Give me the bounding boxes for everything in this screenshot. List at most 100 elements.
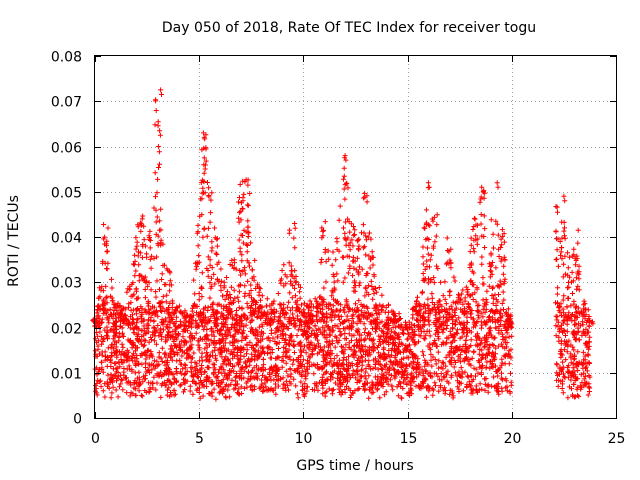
- data-point: [581, 370, 587, 376]
- data-point: [101, 303, 107, 309]
- data-point: [196, 390, 202, 395]
- data-point: [236, 359, 242, 365]
- data-point: [247, 191, 253, 196]
- data-point: [156, 354, 162, 360]
- data-point: [147, 245, 153, 251]
- data-point: [194, 264, 200, 270]
- data-point: [307, 342, 313, 347]
- data-point: [116, 359, 122, 365]
- data-point: [484, 359, 490, 365]
- data-point: [330, 387, 336, 393]
- data-point: [315, 337, 320, 343]
- data-point: [171, 321, 177, 327]
- data-point: [334, 271, 340, 277]
- data-point: [153, 387, 159, 393]
- data-point: [375, 306, 381, 312]
- data-point: [482, 226, 488, 232]
- data-point: [245, 315, 250, 321]
- data-point: [582, 353, 588, 359]
- data-point: [121, 321, 127, 326]
- data-point: [351, 224, 356, 229]
- data-point: [475, 309, 481, 315]
- data-point: [308, 308, 314, 314]
- data-point: [148, 380, 154, 386]
- data-point: [235, 330, 241, 335]
- data-point: [382, 355, 387, 361]
- data-point: [153, 289, 159, 295]
- data-point: [400, 327, 406, 333]
- data-point: [320, 228, 326, 234]
- data-point: [311, 371, 317, 377]
- data-point: [397, 380, 403, 386]
- data-point: [352, 288, 358, 294]
- data-point: [297, 295, 303, 301]
- data-point: [108, 359, 114, 365]
- data-point: [280, 311, 286, 317]
- data-point: [115, 370, 121, 375]
- data-point: [147, 238, 153, 243]
- data-point: [351, 232, 357, 238]
- data-point: [206, 185, 212, 191]
- data-point: [496, 246, 502, 252]
- data-point: [351, 265, 357, 271]
- data-point: [127, 325, 133, 331]
- data-point: [276, 321, 282, 327]
- data-point: [142, 351, 148, 357]
- data-point: [268, 355, 274, 361]
- data-point: [166, 385, 172, 391]
- data-point: [470, 297, 476, 302]
- data-point: [456, 369, 462, 375]
- data-point: [581, 383, 587, 389]
- data-point: [238, 323, 244, 329]
- data-point: [205, 273, 211, 279]
- data-point: [474, 308, 480, 314]
- data-point: [101, 222, 107, 227]
- data-point: [273, 391, 279, 397]
- data-point: [584, 341, 590, 347]
- data-point: [157, 132, 163, 138]
- data-point: [415, 294, 420, 300]
- data-point: [399, 395, 405, 401]
- data-point: [196, 323, 202, 329]
- data-point: [283, 360, 289, 366]
- data-point: [200, 310, 206, 316]
- data-point: [570, 374, 576, 379]
- data-point: [299, 361, 305, 367]
- data-point: [444, 235, 450, 241]
- data-point: [337, 378, 342, 384]
- data-point: [130, 312, 135, 318]
- data-point: [154, 190, 160, 196]
- data-point: [298, 309, 304, 315]
- data-point: [508, 312, 514, 318]
- data-point: [110, 366, 116, 372]
- data-point: [375, 366, 381, 372]
- data-point: [256, 285, 262, 291]
- data-point: [141, 237, 147, 243]
- data-point: [236, 289, 242, 295]
- data-point: [290, 311, 296, 317]
- data-point: [141, 323, 147, 329]
- data-point: [99, 359, 105, 365]
- data-point: [207, 295, 213, 301]
- data-point: [326, 332, 332, 338]
- data-point: [448, 374, 454, 380]
- data-point: [230, 334, 236, 340]
- data-point: [482, 245, 488, 250]
- data-point: [213, 250, 219, 256]
- data-point: [494, 385, 500, 391]
- data-point: [189, 342, 195, 348]
- data-point: [479, 322, 485, 328]
- data-point: [204, 233, 210, 239]
- data-point: [280, 381, 286, 387]
- data-point: [267, 387, 273, 393]
- data-point: [253, 370, 259, 376]
- data-point: [496, 343, 502, 349]
- data-point: [219, 387, 225, 393]
- x-tick-label: 25: [608, 431, 626, 447]
- data-point: [356, 247, 362, 253]
- data-point: [271, 298, 277, 304]
- data-point: [205, 225, 211, 231]
- data-point: [97, 351, 102, 357]
- data-point: [581, 376, 587, 382]
- data-point: [558, 313, 564, 318]
